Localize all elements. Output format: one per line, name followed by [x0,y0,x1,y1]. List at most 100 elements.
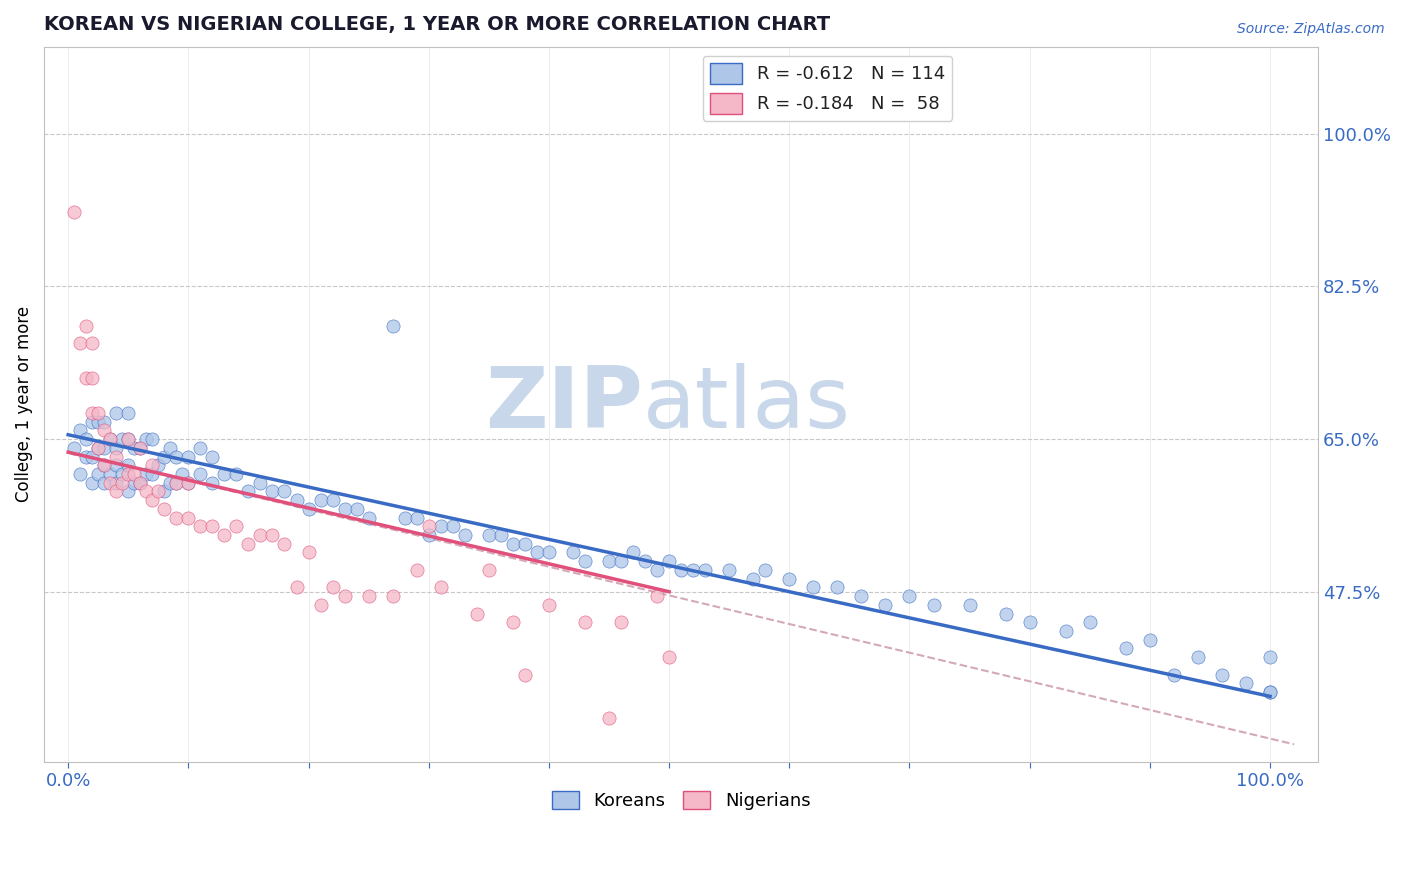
Point [1078,615,1101,630]
Point [201,475,224,490]
Point [105,450,128,464]
Point [135,484,157,499]
Point [333,589,356,603]
Point [381,589,404,603]
Point [682,563,704,577]
Point [105,441,128,455]
Point [129,441,152,455]
Point [129,475,152,490]
Point [249,475,271,490]
Legend: Koreans, Nigerians: Koreans, Nigerians [544,783,818,817]
Point [105,475,128,490]
Point [574,615,596,630]
Point [273,537,295,551]
Point [214,528,236,542]
Point [153,501,176,516]
Point [111,475,134,490]
Point [405,563,427,577]
Point [201,519,224,533]
Point [718,563,741,577]
Point [141,467,163,481]
Point [82,336,104,351]
Point [634,554,657,568]
Point [346,501,368,516]
Point [82,475,104,490]
Point [441,519,464,533]
Point [394,510,416,524]
Point [111,432,134,446]
Point [418,528,440,542]
Point [141,493,163,508]
Point [454,528,477,542]
Point [225,519,247,533]
Point [621,545,644,559]
Point [754,563,776,577]
Point [153,484,176,499]
Point [117,458,139,473]
Point [238,484,260,499]
Point [1258,650,1281,665]
Point [1115,641,1137,656]
Point [75,371,97,385]
Point [87,406,110,420]
Point [214,467,236,481]
Point [1187,650,1209,665]
Point [148,484,170,499]
Point [190,467,212,481]
Point [93,423,115,437]
Point [69,423,91,437]
Point [238,537,260,551]
Point [658,554,681,568]
Point [165,475,187,490]
Point [82,371,104,385]
Point [1054,624,1077,638]
Point [165,510,187,524]
Point [177,475,200,490]
Point [1211,667,1233,681]
Point [93,441,115,455]
Text: KOREAN VS NIGERIAN COLLEGE, 1 YEAR OR MORE CORRELATION CHART: KOREAN VS NIGERIAN COLLEGE, 1 YEAR OR MO… [44,15,830,34]
Point [1258,685,1281,699]
Point [478,528,501,542]
Point [117,432,139,446]
Point [93,458,115,473]
Point [645,589,668,603]
Point [190,519,212,533]
Point [87,415,110,429]
Point [129,441,152,455]
Point [87,441,110,455]
Text: ZIP: ZIP [485,363,643,446]
Point [63,441,86,455]
Point [898,589,921,603]
Point [598,711,620,725]
Point [117,467,139,481]
Point [105,484,128,499]
Point [827,580,849,594]
Point [322,493,344,508]
Point [122,475,145,490]
Point [695,563,717,577]
Text: atlas: atlas [643,363,851,446]
Point [82,406,104,420]
Point [141,432,163,446]
Point [537,598,560,612]
Point [309,493,332,508]
Point [875,598,897,612]
Point [465,607,488,621]
Point [122,467,145,481]
Point [959,598,981,612]
Point [357,510,380,524]
Point [297,545,319,559]
Point [93,475,115,490]
Point [159,475,181,490]
Point [153,450,176,464]
Point [172,467,194,481]
Point [598,554,620,568]
Point [778,572,800,586]
Point [478,563,501,577]
Point [82,450,104,464]
Point [562,545,585,559]
Point [357,589,380,603]
Text: Source: ZipAtlas.com: Source: ZipAtlas.com [1237,22,1385,37]
Point [742,572,765,586]
